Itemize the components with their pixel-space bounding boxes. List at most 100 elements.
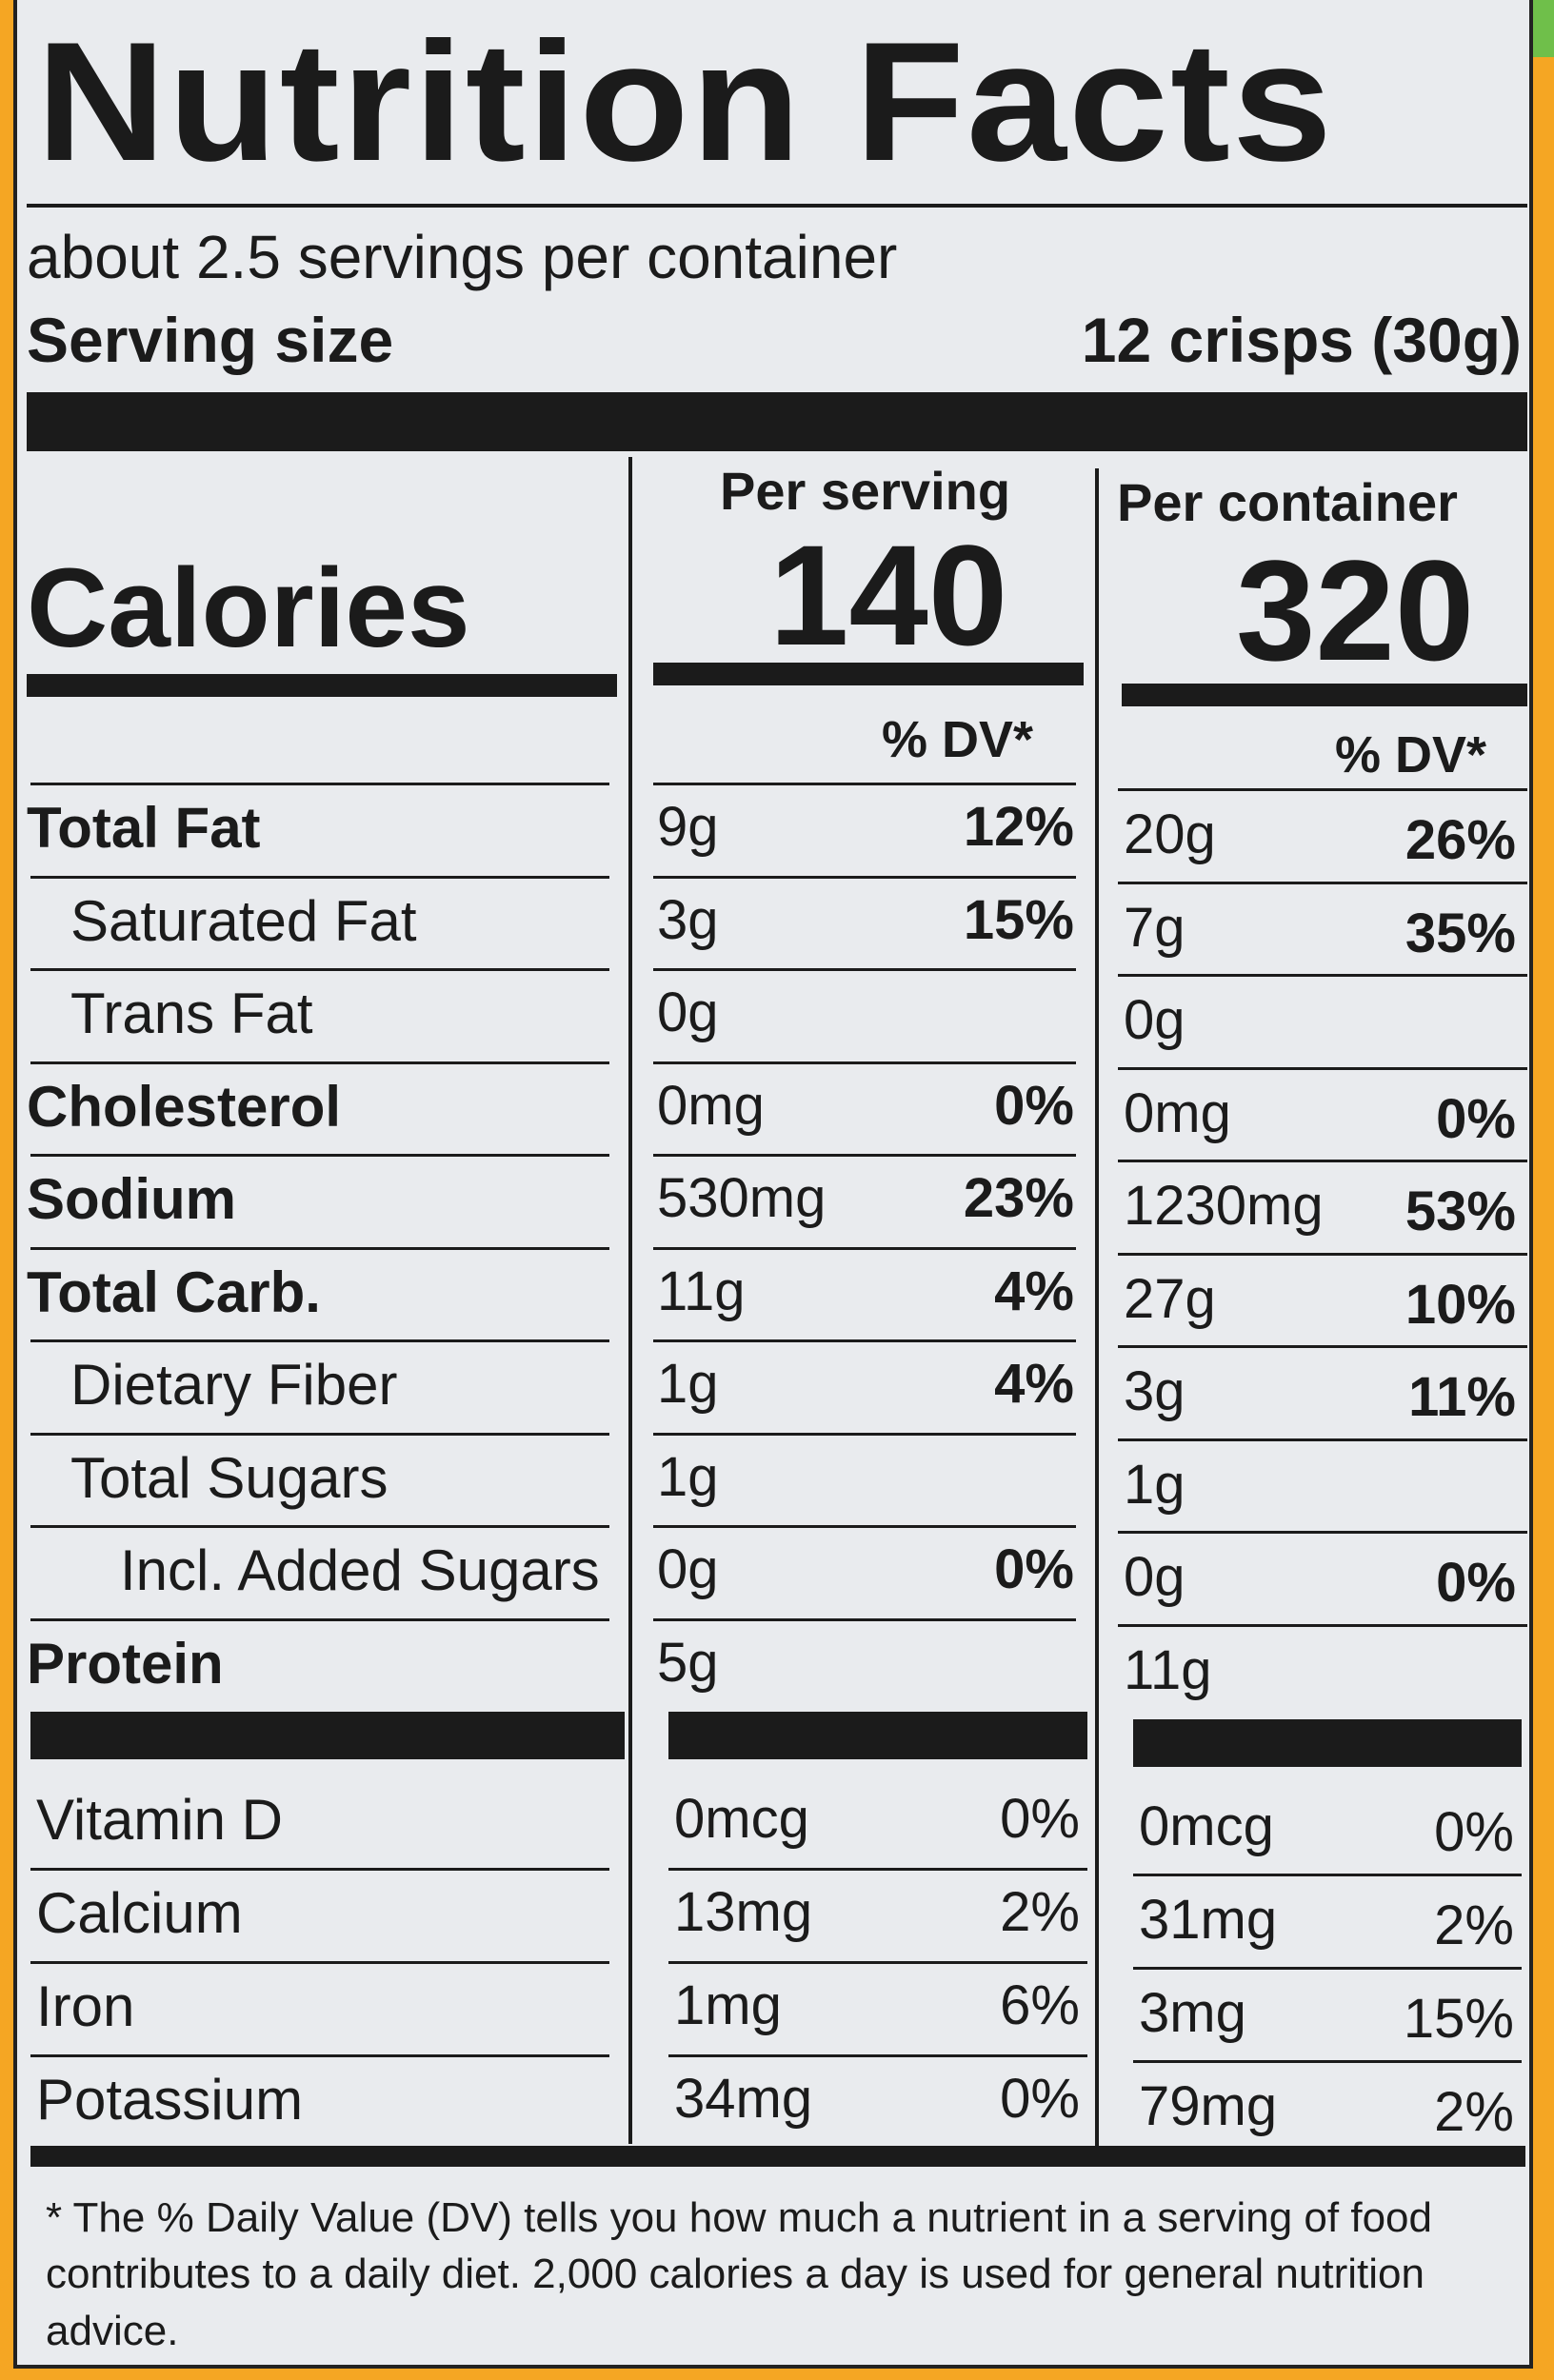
row-rule-mid (653, 1339, 1076, 1342)
container-dv: 0% (1436, 1087, 1516, 1150)
container-amount: 20g (1124, 803, 1216, 865)
row-rule-mid (653, 1617, 1076, 1621)
row-rule-right (1118, 1438, 1527, 1441)
serving-dv: 0% (994, 1538, 1074, 1600)
row-rule-left (30, 2054, 609, 2057)
calories-label: Calories (27, 545, 470, 671)
serving-amount: 11g (657, 1259, 746, 1322)
row-rule-left (30, 1154, 609, 1157)
container-amount: 7g (1124, 896, 1185, 959)
per-serving-label: Per serving (720, 461, 1011, 521)
serving-dv: 4% (994, 1259, 1074, 1322)
row-rule-mid (653, 875, 1076, 879)
row-rule-mid (653, 1061, 1076, 1064)
nutrient-row: Sodium 530mg 23% 1230mg 53% (17, 1154, 1529, 1246)
nutrient-row: Saturated Fat 3g 15% 7g 35% (17, 875, 1529, 968)
nutrient-name: Protein (27, 1631, 224, 1696)
footnote: * The % Daily Value (DV) tells you how m… (46, 2194, 1432, 2354)
dv-header-serving: % DV* (882, 711, 1034, 768)
nutrient-name: Saturated Fat (70, 888, 417, 953)
nutrient-name: Dietary Fiber (70, 1353, 398, 1417)
container-amount: 27g (1124, 1267, 1216, 1330)
row-rule-mid (668, 2054, 1087, 2057)
serving-amount: 3g (657, 888, 719, 951)
serving-amount: 0g (657, 982, 719, 1043)
row-rule-right (1133, 2060, 1522, 2063)
vitamin-name: Potassium (36, 2068, 304, 2132)
serving-dv: 23% (963, 1167, 1074, 1229)
serving-amount: 0mg (657, 1074, 765, 1137)
row-rule-right (1118, 1531, 1527, 1534)
nutrition-label: Nutrition Facts about 2.5 servings per c… (13, 0, 1533, 2369)
calories-per-serving: 140 (769, 515, 1008, 675)
title-rule (27, 204, 1527, 208)
serving-dv: 6% (1000, 1974, 1080, 2036)
row-rule-left (30, 968, 609, 971)
row-rule-right (1118, 974, 1527, 977)
row-rule-left (30, 1617, 609, 1621)
thick-rule-right (1133, 1719, 1522, 1767)
row-rule-left (30, 875, 609, 879)
container-amount: 1g (1124, 1453, 1185, 1516)
row-rule-right (1118, 788, 1527, 791)
column-divider-1 (628, 457, 632, 2144)
container-amount: 0g (1124, 989, 1185, 1051)
row-rule-mid (653, 1246, 1076, 1250)
container-amount: 11g (1124, 1638, 1212, 1701)
serving-dv: 4% (994, 1353, 1074, 1415)
nutrient-name: Sodium (27, 1167, 236, 1231)
container-amount: 79mg (1139, 2075, 1278, 2137)
calories-rule-left (27, 674, 617, 697)
row-rule-right (1118, 1252, 1527, 1256)
label-title: Nutrition Facts (36, 7, 1335, 196)
dv-header-container: % DV* (1335, 726, 1487, 783)
row-rule-left (30, 1432, 609, 1436)
row-rule-mid (668, 1868, 1087, 1871)
thick-rule-mid (668, 1712, 1087, 1759)
nutrient-row: Incl. Added Sugars 0g 0% 0g 0% (17, 1525, 1529, 1617)
container-dv: 11% (1408, 1366, 1516, 1428)
container-dv: 53% (1405, 1180, 1516, 1242)
serving-amount: 1g (657, 1353, 719, 1415)
row-rule-left (30, 1246, 609, 1250)
serving-dv: 0% (1000, 1788, 1080, 1850)
serving-amount: 5g (657, 1631, 719, 1694)
row-rule-right (1133, 1874, 1522, 1876)
container-amount: 0mcg (1139, 1795, 1274, 1857)
serving-dv: 0% (1000, 2068, 1080, 2130)
nutrient-name: Total Fat (27, 796, 261, 860)
serving-amount: 530mg (657, 1167, 827, 1229)
row-rule-mid (653, 1432, 1076, 1436)
container-amount: 3g (1124, 1360, 1185, 1422)
container-dv: 15% (1403, 1988, 1514, 2050)
thick-rule-top (27, 392, 1527, 451)
nutrient-name: Cholesterol (27, 1074, 342, 1139)
nutrient-name: Total Sugars (70, 1445, 388, 1510)
row-rule-mid (653, 968, 1076, 971)
container-amount: 0mg (1124, 1081, 1231, 1144)
container-dv: 2% (1434, 2081, 1514, 2143)
row-rule-right (1118, 1066, 1527, 1070)
container-dv: 10% (1405, 1273, 1516, 1336)
row-rule-mid (653, 783, 1076, 785)
nutrient-row: Cholesterol 0mg 0% 0mg 0% (17, 1061, 1529, 1154)
container-dv: 0% (1434, 1801, 1514, 1863)
calories-rule-mid (653, 663, 1084, 685)
calories-rule-right (1122, 684, 1527, 706)
vitamin-name: Calcium (36, 1881, 243, 1945)
nutrient-row: Total Fat 9g 12% 20g 26% (17, 783, 1529, 875)
row-rule-left (30, 1339, 609, 1342)
nutrient-row: Total Carb. 11g 4% 27g 10% (17, 1246, 1529, 1339)
vitamin-row: Potassium 34mg 0% 79mg 2% (17, 2054, 1529, 2147)
nutrient-name: Total Carb. (27, 1259, 321, 1324)
nutrient-row: Trans Fat 0g 0g (17, 968, 1529, 1061)
container-amount: 1230mg (1124, 1175, 1324, 1237)
nutrient-row: Total Sugars 1g 1g (17, 1432, 1529, 1525)
nutrient-row: Dietary Fiber 1g 4% 3g 11% (17, 1339, 1529, 1432)
row-rule-left (30, 783, 609, 785)
serving-amount: 1g (657, 1445, 719, 1508)
container-amount: 0g (1124, 1546, 1185, 1608)
vitamin-name: Vitamin D (36, 1788, 283, 1852)
thick-rule-left (30, 1712, 625, 1759)
bottom-rule (30, 2146, 1525, 2167)
